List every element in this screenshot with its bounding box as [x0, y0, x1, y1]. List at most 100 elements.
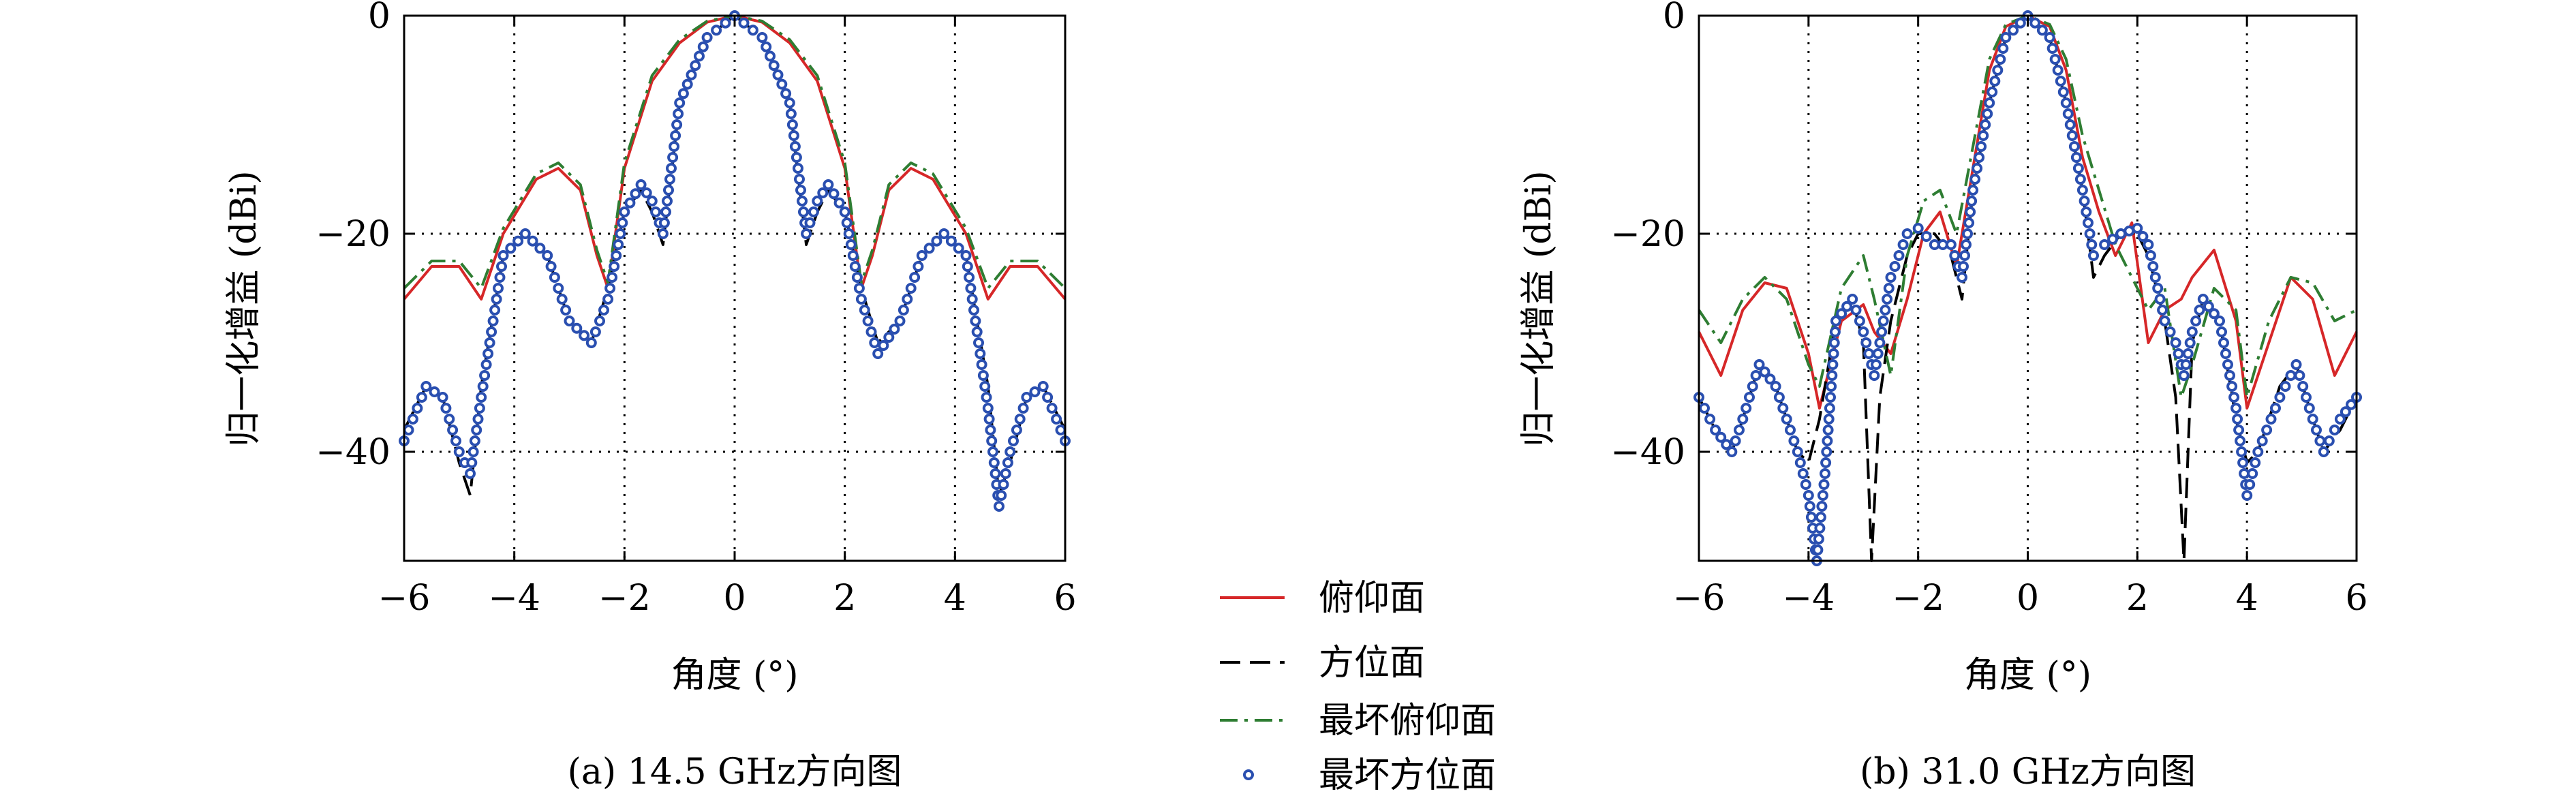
data-point: [2152, 283, 2164, 294]
data-point: [988, 457, 1000, 468]
data-point: [658, 217, 670, 228]
data-point: [453, 446, 465, 457]
data-point: [579, 330, 590, 341]
data-point: [1962, 228, 1973, 239]
data-point: [894, 316, 906, 326]
x-axis-label-a: 角度 (°): [671, 655, 798, 696]
data-point: [2250, 457, 2261, 468]
data-point: [804, 217, 816, 228]
data-point: [1997, 43, 2009, 54]
data-point: [788, 130, 799, 141]
data-point: [862, 316, 874, 326]
data-point: [2099, 239, 2111, 250]
data-point: [613, 239, 624, 250]
data-point: [519, 228, 531, 239]
data-point: [780, 88, 792, 99]
ticks-b: −6 −4 −2 0 2 4 60−20−40: [1610, 0, 2367, 619]
data-point: [2159, 316, 2171, 326]
data-point: [1869, 370, 1880, 381]
data-point: [1827, 359, 1839, 370]
data-point: [484, 337, 495, 348]
caption-b: (b) 31.0 GHz方向图: [1860, 752, 2196, 793]
data-point: [1824, 403, 1835, 414]
data-point: [823, 179, 834, 190]
data-point: [1781, 414, 1792, 425]
data-point: [2334, 414, 2346, 425]
data-point: [662, 196, 673, 206]
data-point: [2074, 174, 2086, 185]
data-point: [1818, 479, 1830, 490]
data-point: [2228, 392, 2240, 403]
data-point: [2086, 239, 2098, 250]
data-point: [474, 403, 485, 414]
data-point: [985, 425, 996, 435]
data-point: [420, 381, 432, 392]
data-point: [772, 69, 784, 80]
data-point: [2154, 294, 2166, 305]
data-point: [1989, 76, 2001, 87]
data-point: [2294, 370, 2305, 381]
data-point: [2307, 414, 2318, 425]
data-point: [1710, 425, 1721, 435]
data-point: [902, 294, 913, 305]
data-point: [2046, 43, 2058, 54]
data-point: [851, 272, 863, 283]
data-point: [913, 261, 924, 272]
data-point: [1901, 228, 1913, 239]
data-point: [1874, 337, 1886, 348]
data-point: [589, 326, 601, 337]
data-point: [970, 316, 981, 326]
data-point: [2208, 308, 2220, 320]
data-point: [2014, 17, 2026, 29]
data-point: [847, 250, 859, 261]
data-point: [479, 370, 491, 381]
data-point: [407, 414, 418, 425]
data-point: [2008, 25, 2019, 36]
data-point: [630, 188, 641, 200]
data-point: [923, 243, 935, 254]
data-point: [1744, 392, 1755, 403]
x-tick-label: 4: [2236, 578, 2258, 619]
data-point: [673, 108, 684, 119]
data-point: [1871, 359, 1882, 370]
data-point: [784, 97, 795, 108]
data-point: [1847, 294, 1858, 305]
data-point: [1005, 446, 1016, 457]
data-point: [1912, 223, 1924, 234]
data-point: [987, 446, 998, 457]
data-point: [1002, 457, 1013, 468]
data-point: [1967, 185, 1979, 196]
data-point: [476, 392, 487, 403]
data-point: [1885, 272, 1897, 283]
data-point: [747, 25, 758, 36]
data-point: [1785, 425, 1796, 435]
data-point: [768, 60, 780, 72]
data-point: [1011, 425, 1022, 435]
data-point: [2314, 435, 2326, 446]
data-point: [833, 197, 845, 209]
data-point: [2068, 141, 2080, 152]
legend-label-worst-elevation: 最坏俯仰面: [1319, 701, 1496, 741]
data-point: [650, 206, 662, 217]
data-point: [2052, 65, 2064, 76]
data-point: [756, 32, 768, 43]
data-point: [617, 217, 628, 228]
data-point: [2055, 76, 2066, 87]
data-point: [1037, 381, 1049, 392]
data-point: [1794, 457, 1806, 468]
data-point: [2285, 370, 2297, 381]
data-point: [1777, 403, 1789, 414]
data-point: [843, 228, 855, 239]
data-point: [2340, 406, 2351, 418]
data-point: [553, 283, 564, 294]
data-point: [1715, 431, 1727, 443]
data-point: [2072, 163, 2084, 174]
data-point: [1850, 305, 1862, 316]
data-point: [701, 32, 713, 43]
data-point: [598, 305, 609, 316]
data-point: [1770, 381, 1781, 392]
data-point: [571, 322, 583, 334]
data-point: [1863, 348, 1875, 359]
data-point: [487, 316, 499, 326]
